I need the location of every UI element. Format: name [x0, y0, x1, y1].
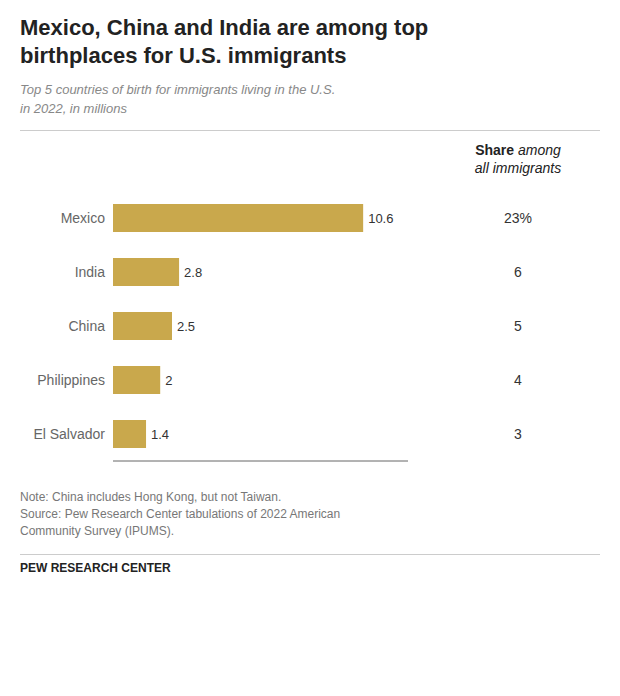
svg-text:1.4: 1.4 [151, 427, 169, 442]
html-text:Note: China includes Hong Kong: Note: China includes Hong Kong, but not … [20, 490, 282, 504]
svg-text:Philippines: Philippines [37, 372, 105, 388]
html-text:4: 4 [514, 372, 522, 388]
html-text:23%: 23% [504, 210, 532, 226]
svg-text:India: India [75, 264, 106, 280]
html-text:Source: Pew Research Center ta: Source: Pew Research Center tabulations … [20, 507, 341, 521]
html-text:PEW RESEARCH CENTER: PEW RESEARCH CENTER [20, 561, 171, 575]
html-text:6: 6 [514, 264, 522, 280]
svg-text:Mexico: Mexico [61, 210, 106, 226]
svg-text:China: China [68, 318, 105, 334]
html-text:3: 3 [514, 426, 522, 442]
svg-text:2.5: 2.5 [177, 319, 195, 334]
html-text:5: 5 [514, 318, 522, 334]
html-text:Top 5 countries of birth for i: Top 5 countries of birth for immigrants … [20, 82, 336, 97]
svg-text:2: 2 [165, 373, 172, 388]
html-text:Mexico, China and India are am: Mexico, China and India are among top [20, 15, 429, 40]
svg-text:El Salvador: El Salvador [33, 426, 105, 442]
html-text:in 2022, in millions: in 2022, in millions [20, 101, 127, 116]
html-text:Share among: Share among [475, 142, 561, 158]
html-text:all immigrants: all immigrants [474, 160, 562, 176]
svg-text:10.6: 10.6 [368, 211, 393, 226]
svg-text:2.8: 2.8 [184, 265, 202, 280]
html-text:Community Survey (IPUMS).: Community Survey (IPUMS). [20, 524, 174, 538]
html-text:birthplaces for U.S. immigrant: birthplaces for U.S. immigrants [20, 43, 347, 68]
